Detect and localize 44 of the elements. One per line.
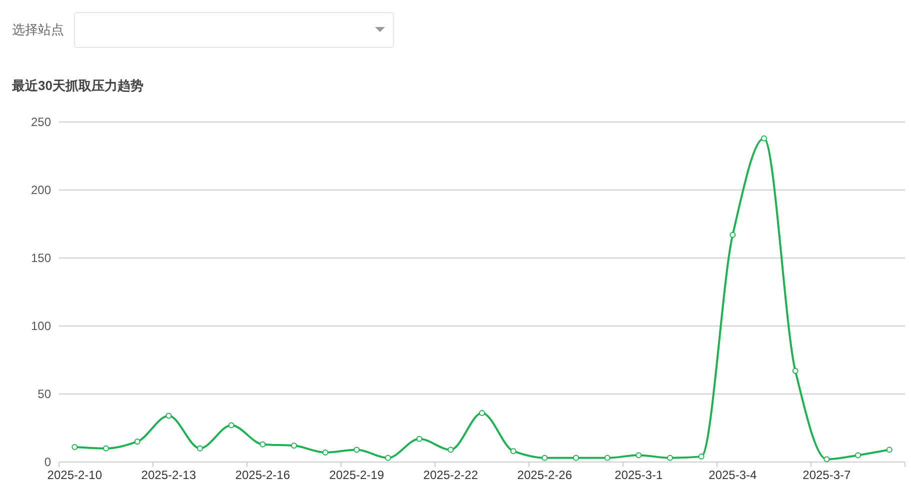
point (260, 441, 266, 448)
point (166, 412, 172, 419)
x-tick-label: 2025-2-13 (141, 468, 196, 482)
x-tick-label: 2025-3-7 (802, 468, 852, 482)
x-tick-label: 2025-2-16 (235, 468, 290, 482)
x-tick-label: 2025-2-19 (329, 468, 384, 482)
point (479, 410, 485, 416)
point (322, 449, 328, 456)
point (855, 452, 861, 458)
point (761, 135, 767, 142)
point (667, 454, 673, 461)
point (291, 442, 297, 449)
point (228, 422, 234, 428)
y-tick-label: 0 (44, 455, 52, 469)
x-tick-label: 2025-2-10 (47, 468, 102, 482)
point (542, 454, 548, 461)
x-tick-label: 2025-3-1 (614, 468, 664, 482)
point (698, 454, 704, 460)
point (385, 454, 391, 461)
y-tick-label: 100 (30, 319, 52, 333)
point (134, 438, 140, 445)
point (197, 445, 203, 452)
point (636, 452, 642, 458)
y-tick-label: 150 (30, 251, 52, 265)
y-tick-label: 250 (30, 115, 52, 129)
point (573, 454, 579, 461)
point (416, 436, 422, 442)
point (604, 454, 610, 461)
point (354, 446, 360, 453)
x-tick-label: 2025-2-26 (517, 468, 572, 482)
y-tick-label: 200 (30, 183, 52, 197)
point (72, 444, 78, 450)
point (510, 448, 516, 454)
point (103, 445, 109, 452)
point (824, 456, 830, 462)
x-tick-label: 2025-2-22 (423, 468, 478, 482)
point (448, 446, 454, 453)
y-tick-label: 50 (38, 387, 52, 401)
chart-title: 最近30天抓取压力趋势 (11, 78, 144, 93)
text: 选择站点 (12, 22, 64, 37)
point (886, 446, 892, 453)
point (792, 368, 798, 374)
point (730, 232, 736, 238)
x-tick-label: 2025-3-4 (708, 468, 758, 482)
